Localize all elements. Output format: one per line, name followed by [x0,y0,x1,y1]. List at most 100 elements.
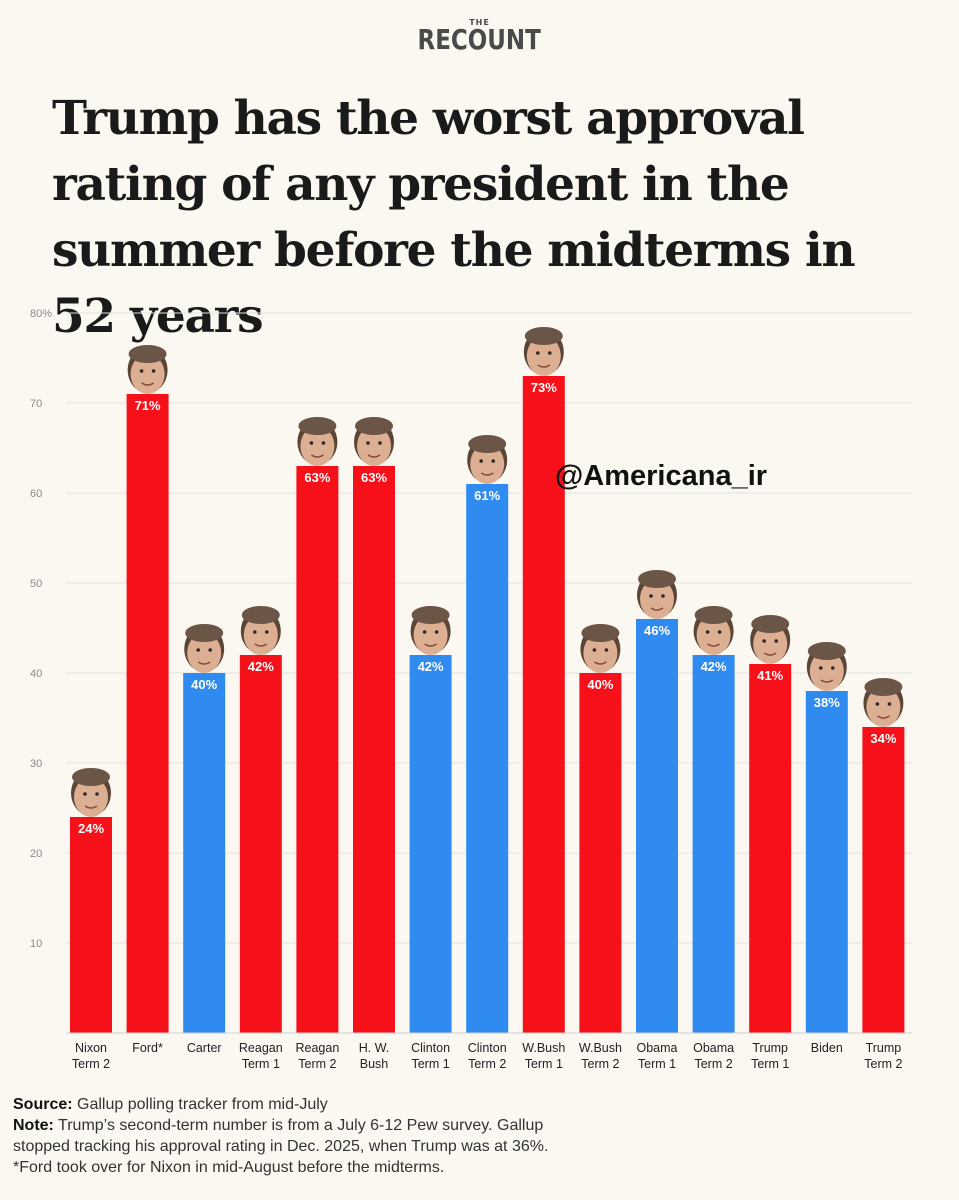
chart-title: Trump has the worst approval rating of a… [52,91,856,344]
note-line: Note: Trump’s second-term number is from… [13,1115,548,1136]
brand-name: RECOUNT [417,23,542,56]
portrait-mouth [254,643,268,647]
x-category-label: Obama [637,1041,678,1055]
bar-value-label: 34% [870,731,896,746]
bar [126,394,169,1033]
portrait-mouth [537,364,551,368]
y-tick-label: 20 [30,848,42,860]
source-text: Gallup polling tracker from mid-July [72,1096,328,1113]
portrait-face [696,615,731,655]
bar-value-label: 42% [418,659,444,674]
portrait-hairline [355,417,393,435]
bar-value-label: 42% [248,659,274,674]
portrait-hairline [185,624,224,642]
bar [636,619,678,1033]
portrait-face [809,651,844,691]
bar [805,691,848,1033]
source-line: Source: Gallup polling tracker from mid-… [13,1094,548,1115]
note-label: Note: [13,1117,54,1134]
bar [296,466,339,1033]
portrait-hairline [524,327,563,345]
portrait-hairline [581,624,620,642]
portrait-mouth [197,661,211,665]
portrait-hairline [468,435,507,453]
x-category-label: Term 2 [864,1057,902,1071]
x-category-label: W.Bush [579,1041,622,1055]
portrait-eye [321,441,326,445]
bar-value-label: 40% [191,677,217,692]
portrait-eye [831,666,835,670]
bar-value-label: 38% [814,695,840,710]
portrait-mouth [650,607,664,611]
portrait-face [74,777,108,817]
x-category-label: Term 1 [638,1057,676,1071]
portrait-eye [875,702,880,706]
x-category-label: Biden [811,1041,843,1055]
bar [466,484,509,1033]
bar [239,655,282,1033]
portrait-eye [196,648,200,652]
portrait-eye [309,441,314,445]
bar [749,664,792,1033]
x-category-label: Clinton [411,1041,450,1055]
bar [409,655,452,1033]
portrait-hairline [638,570,676,588]
x-category-label: Reagan [239,1041,283,1055]
portrait-face [753,624,788,664]
x-category-label: Term 2 [581,1057,619,1071]
portrait-eye [536,351,540,355]
portrait-eye [717,630,722,634]
portrait-face [300,426,335,466]
x-category-label: H. W. [359,1041,390,1055]
note-text-1: Trump’s second-term number is from a Jul… [53,1117,544,1134]
bar-value-label: 46% [644,623,670,638]
bar [692,655,735,1033]
x-category-label: Term 1 [242,1057,280,1071]
portrait-eye [887,702,892,706]
x-category-label: Term 2 [298,1057,336,1071]
bar [579,673,622,1033]
portrait-face [413,615,448,655]
portrait-face [526,336,561,376]
portrait-eye [762,639,766,643]
bar-value-label: 71% [135,398,161,413]
source-label: Source: [13,1096,73,1113]
x-category-label: Carter [187,1041,222,1055]
portrait-hairline [807,642,846,660]
portrait-hairline [72,768,110,786]
portrait-mouth [424,643,438,647]
watermark: @Americana_ir [555,460,768,492]
portrait-mouth [367,454,381,458]
portrait-eye [253,630,257,634]
portrait-eye [265,630,269,634]
bar-value-label: 41% [757,668,783,683]
portrait-eye [208,648,212,652]
footer-notes: Source: Gallup polling tracker from mid-… [13,1094,548,1178]
portrait-hairline [128,345,167,363]
x-category-label: Nixon [75,1041,107,1055]
portrait-face [243,615,278,655]
x-category-label: Ford* [132,1041,163,1055]
portrait-mouth [141,382,155,386]
bar [522,376,565,1033]
portrait-hairline [751,615,790,633]
portrait-hairline [694,606,733,624]
footnote: *Ford took over for Nixon in mid-August … [13,1159,445,1176]
brand-the: THE [469,18,490,27]
portrait-hairline [864,678,903,696]
portrait-hairline [411,606,450,624]
brand-logo: THE RECOUNT [0,18,959,54]
portrait-eye [95,792,99,796]
x-category-label: Reagan [296,1041,340,1055]
x-category-label: Term 2 [468,1057,506,1071]
bar-value-label: 73% [531,380,557,395]
approval-bar-chart: 10 20 30 40 50 60 70 80% 24% Nixon Term 2 71% Ford* 4… [30,308,912,1071]
note-line-2: stopped tracking his approval rating in … [13,1138,549,1155]
portrait-eye [592,648,597,652]
x-category-label: W.Bush [522,1041,565,1055]
bar [183,673,226,1033]
portrait-face [357,426,391,466]
portrait-eye [705,630,710,634]
portrait-mouth [820,679,834,683]
y-tick-label: 30 [30,758,42,770]
